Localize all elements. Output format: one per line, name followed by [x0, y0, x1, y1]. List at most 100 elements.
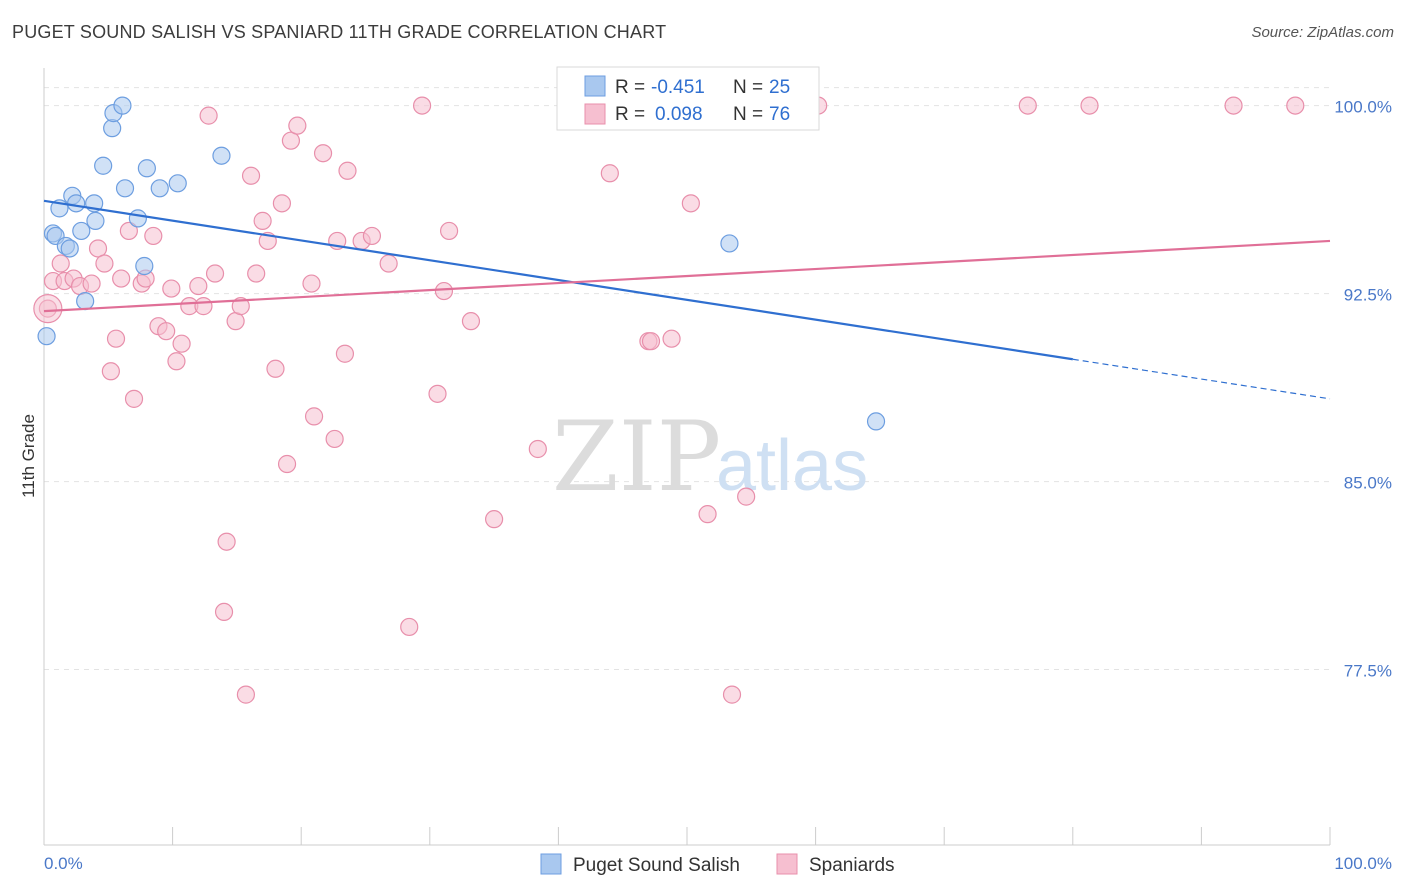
- spaniards-point: [231, 297, 250, 316]
- spaniards-point: [277, 454, 297, 474]
- spaniards-point: [325, 429, 344, 449]
- spaniards-point: [1018, 96, 1037, 115]
- spaniards-point: [205, 264, 225, 283]
- puget-sound-salish-point: [115, 179, 135, 198]
- puget-sound-salish-point: [94, 156, 113, 175]
- y-tick-label: 100.0%: [1334, 98, 1392, 117]
- legend-n-value-pink: 76: [769, 104, 790, 125]
- chart-title: PUGET SOUND SALISH VS SPANIARD 11TH GRAD…: [12, 22, 667, 42]
- puget-sound-salish-point: [212, 146, 231, 165]
- legend-n-label-pink: N =: [733, 104, 763, 125]
- x-tick-label-max: 100.0%: [1334, 854, 1392, 873]
- watermark-zip: ZIP: [552, 401, 721, 513]
- spaniards-point: [82, 274, 101, 293]
- spaniards-point: [236, 685, 256, 704]
- spaniards-points: [33, 96, 1305, 704]
- source-label: Source: ZipAtlas.com: [1251, 24, 1394, 41]
- puget-sound-salish-point: [135, 256, 154, 276]
- spaniards-point: [281, 131, 301, 150]
- spaniards-point: [641, 332, 661, 351]
- trend-line-puget-sound-salish-extension: [1072, 358, 1331, 400]
- spaniards-point: [737, 487, 756, 506]
- x-tick-marks: [43, 827, 1331, 845]
- puget-sound-salish-point: [76, 292, 95, 311]
- spaniards-point: [247, 264, 266, 283]
- spaniards-point: [698, 505, 717, 524]
- puget-sound-salish-point: [720, 234, 739, 253]
- trend-line-puget-sound-salish: [43, 199, 1073, 361]
- spaniards-point: [485, 510, 504, 529]
- y-axis-label: 11th Grade: [19, 414, 38, 498]
- spaniards-point: [124, 389, 144, 408]
- puget-sound-salish-point: [150, 179, 169, 198]
- puget-sound-salish-point: [67, 194, 86, 213]
- grid-lines: [44, 87, 1330, 671]
- spaniards-point: [434, 281, 454, 301]
- spaniards-point: [167, 352, 186, 371]
- x-tick-label-min: 0.0%: [44, 854, 83, 873]
- spaniards-point: [272, 194, 292, 213]
- spaniards-point: [412, 96, 432, 115]
- trend-lines: [43, 199, 1331, 400]
- legend-swatch-pink: [584, 103, 606, 125]
- puget-sound-salish-point: [86, 211, 105, 230]
- trend-line-spaniards: [43, 239, 1331, 313]
- puget-sound-salish-point: [137, 159, 156, 178]
- spaniards-point: [144, 226, 163, 246]
- spaniards-point: [226, 312, 245, 331]
- legend-r-value-blue: -0.451: [651, 77, 705, 98]
- spaniards-point: [214, 602, 234, 622]
- watermark: ZIP atlas: [552, 401, 868, 513]
- spaniards-point: [313, 144, 333, 163]
- spaniards-point: [335, 344, 355, 363]
- spaniards-point: [112, 269, 131, 288]
- spaniards-point: [95, 254, 114, 273]
- spaniards-point: [600, 164, 619, 183]
- legend-n-value-blue: 25: [769, 77, 790, 98]
- spaniards-point: [302, 274, 321, 293]
- y-tick-label: 85.0%: [1344, 474, 1392, 493]
- spaniards-point: [101, 362, 120, 381]
- y-tick-label: 77.5%: [1344, 662, 1392, 681]
- legend-stats: R = -0.451 N = 25 R = 0.098 N = 76: [556, 66, 820, 131]
- spaniards-point: [1286, 96, 1305, 115]
- spaniards-point: [288, 116, 307, 135]
- spaniards-point: [439, 221, 459, 241]
- spaniards-point: [338, 161, 357, 180]
- spaniards-point: [199, 106, 218, 125]
- spaniards-point: [33, 294, 63, 324]
- puget-sound-salish-point: [60, 239, 79, 258]
- spaniards-point: [681, 194, 700, 213]
- puget-sound-salish-point: [113, 96, 132, 115]
- spaniards-point: [1080, 96, 1099, 115]
- puget-sound-salish-point: [72, 221, 91, 241]
- spaniards-point: [461, 312, 481, 331]
- x-tick-labels: 0.0% 100.0%: [44, 854, 1392, 873]
- legend-series-swatch-blue: [540, 853, 562, 875]
- spaniards-point: [304, 407, 324, 426]
- puget-sound-salish-point: [37, 327, 56, 346]
- spaniards-point: [722, 685, 742, 704]
- y-tick-labels: 77.5% 85.0% 92.5% 100.0%: [1334, 98, 1392, 681]
- legend-r-label-pink: R =: [615, 104, 645, 125]
- spaniards-point: [241, 166, 261, 185]
- spaniards-point: [157, 322, 176, 341]
- spaniards-point: [662, 329, 681, 348]
- puget-sound-salish-point: [128, 209, 147, 228]
- puget-sound-salish-point: [103, 119, 122, 138]
- spaniards-point: [266, 359, 285, 378]
- legend-series-label-pink: Spaniards: [809, 855, 895, 876]
- spaniards-point: [1224, 96, 1243, 115]
- spaniards-point: [194, 297, 213, 316]
- legend-series: Puget Sound Salish Spaniards: [540, 853, 895, 876]
- spaniards-point: [428, 384, 447, 403]
- puget-sound-salish-point: [168, 174, 187, 193]
- legend-swatch-blue: [584, 75, 606, 97]
- y-tick-label: 92.5%: [1344, 286, 1392, 305]
- spaniards-point: [172, 334, 191, 353]
- spaniards-point: [106, 329, 126, 348]
- spaniards-point: [162, 279, 181, 298]
- spaniards-point: [400, 617, 419, 637]
- puget-sound-salish-point: [866, 412, 886, 431]
